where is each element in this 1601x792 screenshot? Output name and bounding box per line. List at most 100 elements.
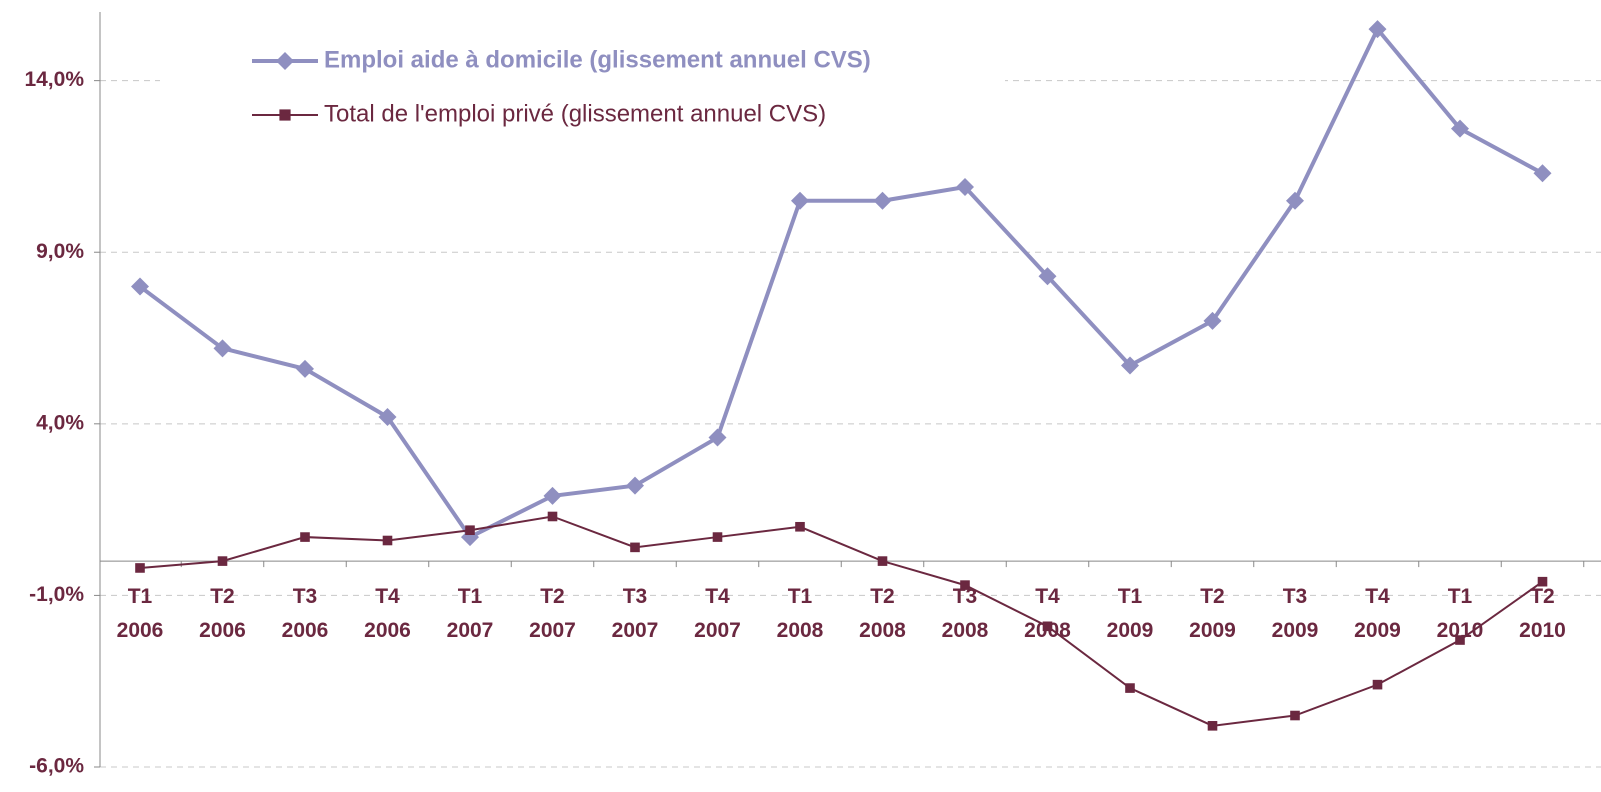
data-point — [873, 191, 892, 210]
x-tick-year: 2007 — [447, 619, 494, 642]
x-tick-label: T1 2009 — [1107, 585, 1154, 642]
x-tick-year: 2006 — [199, 619, 246, 642]
legend-marker — [279, 109, 291, 121]
data-point — [300, 532, 310, 542]
x-tick-label: T3 2009 — [1272, 585, 1319, 642]
x-tick-year: 2007 — [694, 619, 741, 642]
legend-box — [160, 35, 1005, 140]
data-point — [1537, 576, 1548, 587]
x-tick-label: T2 2006 — [199, 585, 246, 642]
data-point — [135, 563, 145, 573]
data-point — [1286, 191, 1304, 210]
data-point — [1203, 311, 1222, 330]
data-point — [630, 542, 640, 553]
data-point — [1121, 356, 1139, 375]
legend-label: Total de l'emploi privé (glissement annu… — [324, 100, 826, 127]
x-tick-quarter: T1 — [1448, 585, 1473, 608]
x-tick-year: 2007 — [612, 619, 659, 642]
data-point — [795, 521, 805, 532]
x-tick-year: 2007 — [529, 619, 576, 642]
x-tick-quarter: T1 — [458, 585, 483, 608]
x-tick-label: T3 2007 — [612, 585, 659, 642]
x-tick-quarter: T2 — [210, 585, 235, 608]
legend-label: Emploi aide à domicile (glissement annue… — [324, 46, 871, 73]
data-point — [712, 532, 723, 542]
data-point — [378, 407, 397, 426]
x-tick-year: 2008 — [942, 619, 989, 642]
x-tick-quarter: T3 — [623, 585, 648, 608]
x-tick-quarter: T4 — [1365, 585, 1390, 608]
x-tick-quarter: T3 — [1283, 585, 1308, 608]
x-tick-label: T1 2008 — [777, 585, 824, 642]
data-point — [1368, 20, 1387, 39]
x-tick-year: 2008 — [777, 619, 824, 642]
data-point — [547, 511, 558, 522]
x-tick-quarter: T2 — [1200, 585, 1225, 608]
data-point — [1451, 119, 1469, 138]
x-tick-quarter: T3 — [293, 585, 318, 608]
data-point — [1533, 164, 1552, 183]
x-tick-quarter: T1 — [128, 585, 153, 608]
data-point — [382, 535, 393, 546]
data-point — [1455, 635, 1465, 645]
x-tick-quarter: T4 — [1035, 585, 1060, 608]
x-tick-label: T1 2007 — [447, 585, 494, 642]
data-point — [1038, 267, 1057, 286]
x-tick-label: T2 2008 — [859, 585, 906, 642]
x-tick-label: T2 2010 — [1519, 585, 1566, 642]
data-point — [791, 191, 809, 210]
data-point — [1372, 679, 1383, 690]
data-point — [217, 556, 228, 566]
x-tick-label: T4 2009 — [1354, 585, 1401, 642]
data-point — [296, 359, 314, 378]
x-tick-year: 2006 — [117, 619, 164, 642]
x-tick-year: 2009 — [1272, 619, 1319, 642]
data-point — [960, 580, 970, 590]
x-tick-label: T2 2009 — [1189, 585, 1236, 642]
data-point — [1125, 683, 1135, 693]
data-point — [1042, 621, 1053, 632]
y-tick-label: -6,0% — [29, 755, 84, 778]
y-tick-label: 14,0% — [24, 68, 84, 91]
data-point — [877, 556, 888, 566]
x-tick-label: T4 2006 — [364, 585, 411, 642]
data-point — [626, 476, 644, 495]
x-tick-year: 2010 — [1437, 619, 1484, 642]
x-tick-year: 2009 — [1189, 619, 1236, 642]
x-tick-year: 2009 — [1354, 619, 1401, 642]
x-tick-quarter: T4 — [705, 585, 730, 608]
x-tick-year: 2006 — [282, 619, 329, 642]
data-point — [1290, 710, 1300, 721]
series-line — [139, 515, 1544, 727]
x-tick-label: T1 2010 — [1437, 585, 1484, 642]
x-tick-year: 2010 — [1519, 619, 1566, 642]
data-point — [708, 428, 727, 447]
x-tick-quarter: T3 — [953, 585, 978, 608]
x-tick-year: 2006 — [364, 619, 411, 642]
x-tick-label: T2 2007 — [529, 585, 576, 642]
x-tick-label: T42008 — [1024, 585, 1071, 642]
x-tick-quarter: T2 — [540, 585, 565, 608]
data-point — [956, 178, 974, 197]
x-tick-label: T3 2006 — [282, 585, 329, 642]
data-point — [465, 525, 475, 536]
series-line — [138, 25, 1544, 540]
x-tick-year: 2009 — [1107, 619, 1154, 642]
x-tick-label: T1 2006 — [117, 585, 164, 642]
data-point — [213, 339, 232, 358]
x-tick-label: T3 2008 — [942, 585, 989, 642]
y-tick-label: 9,0% — [36, 240, 84, 263]
x-tick-quarter: T1 — [788, 585, 813, 608]
y-tick-label: 4,0% — [36, 411, 84, 434]
data-point — [1207, 721, 1218, 731]
y-tick-label: -1,0% — [29, 583, 84, 606]
x-tick-quarter: T2 — [870, 585, 895, 608]
x-tick-quarter: T4 — [375, 585, 400, 608]
data-point — [543, 486, 562, 505]
legend-marker — [276, 52, 294, 70]
x-tick-label: T4 2007 — [694, 585, 741, 642]
data-point — [131, 277, 149, 296]
x-tick-year: 2008 — [859, 619, 906, 642]
x-tick-quarter: T2 — [1530, 585, 1555, 608]
